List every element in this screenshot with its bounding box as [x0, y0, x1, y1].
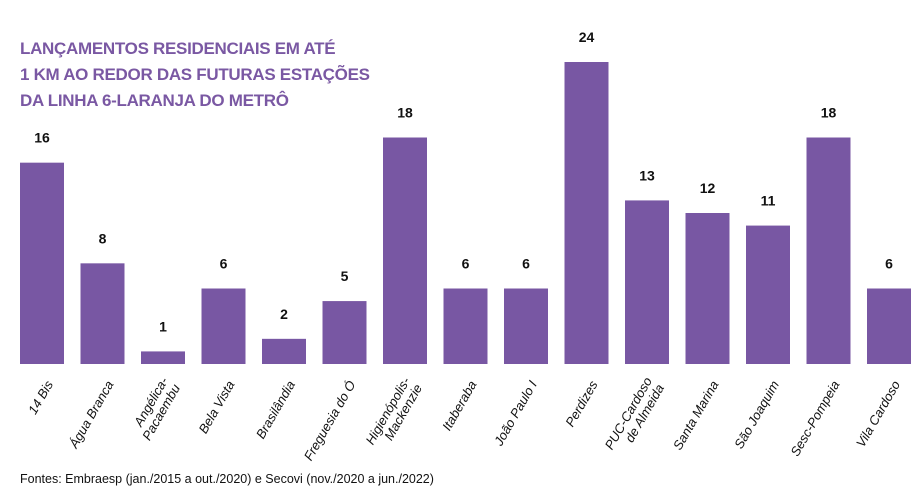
data-label: 8 — [99, 230, 107, 246]
data-label: 18 — [821, 105, 837, 121]
data-label: 16 — [34, 130, 50, 146]
bar — [685, 213, 730, 364]
category-label: João Paulo I — [490, 378, 540, 449]
data-label: 24 — [579, 29, 595, 45]
title-line: LANÇAMENTOS RESIDENCIAIS EM ATÉ — [20, 39, 336, 58]
category-label: Vila Cardoso — [853, 378, 903, 450]
bar — [141, 351, 185, 364]
category-label: Santa Marina — [670, 378, 722, 452]
data-label: 6 — [885, 256, 893, 272]
data-label: 6 — [462, 256, 470, 272]
bar — [625, 200, 669, 364]
category-label: São Joaquim — [731, 378, 782, 451]
bar — [262, 338, 306, 364]
bar — [20, 162, 64, 364]
category-label: Bela Vista — [195, 378, 237, 436]
category-label: Angélica-Pacaembu — [127, 374, 184, 443]
category-label: Água Branca — [65, 378, 116, 451]
category-label: 14 Bis — [25, 378, 56, 417]
category-label: Higienópolis-Mackenzie — [362, 374, 425, 454]
title-line: 1 KM AO REDOR DAS FUTURAS ESTAÇÕES — [20, 65, 370, 84]
bar — [383, 137, 427, 364]
data-label: 2 — [280, 306, 288, 322]
data-label: 13 — [639, 167, 655, 183]
category-label: PUC-Cardosode Almeida — [602, 375, 668, 460]
bar — [322, 301, 367, 364]
bar — [867, 288, 911, 364]
data-label: 6 — [522, 256, 530, 272]
category-label: Itaberaba — [439, 378, 479, 433]
data-label: 1 — [159, 318, 167, 334]
data-label: 12 — [700, 180, 716, 196]
bar — [564, 62, 609, 364]
chart-title: LANÇAMENTOS RESIDENCIAIS EM ATÉ 1 KM AO … — [20, 36, 370, 114]
data-label: 18 — [397, 105, 413, 121]
bar — [806, 137, 851, 364]
category-label: Sesc-Pompeia — [787, 378, 842, 459]
bar — [80, 263, 125, 364]
category-label: Perdizes — [562, 378, 601, 430]
title-line: DA LINHA 6-LARANJA DO METRÔ — [20, 91, 289, 110]
data-label: 6 — [220, 256, 228, 272]
category-label: Brasilândia — [253, 378, 298, 441]
bar — [201, 288, 246, 364]
bar — [746, 225, 790, 364]
bar — [504, 288, 548, 364]
category-label: Freguesia do Ó — [301, 378, 359, 463]
bar — [443, 288, 488, 364]
source-note: Fontes: Embraesp (jan./2015 a out./2020)… — [20, 472, 434, 486]
data-label: 11 — [761, 193, 776, 209]
data-label: 5 — [341, 268, 349, 284]
